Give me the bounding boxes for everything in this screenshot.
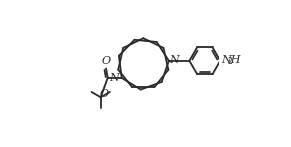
Text: O: O: [99, 89, 108, 99]
Text: N: N: [170, 55, 179, 65]
Text: 2: 2: [228, 57, 233, 66]
Text: O: O: [102, 56, 111, 66]
Text: NH: NH: [221, 55, 241, 65]
Text: N: N: [109, 73, 119, 83]
